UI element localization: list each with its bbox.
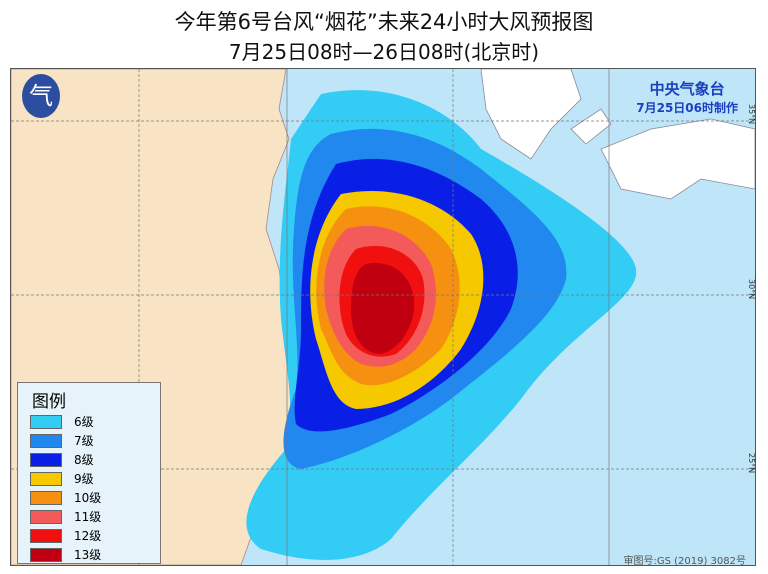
- map-approval-number: 审图号:GS (2019) 3082号: [623, 556, 746, 567]
- agency-name: 中央气象台: [649, 80, 725, 98]
- legend-item: 10级: [30, 488, 160, 507]
- legend-swatch: [30, 509, 62, 524]
- legend-label: 7级: [74, 434, 94, 448]
- legend-item: 13级: [30, 545, 160, 564]
- made-time: 7月25日06时制作: [636, 101, 738, 115]
- legend-swatch: [30, 547, 62, 562]
- legend-label: 13级: [74, 548, 102, 562]
- korea-japan-land: [480, 69, 755, 200]
- lat-label-30: 30°N: [747, 279, 756, 300]
- legend-swatch: [30, 471, 62, 486]
- legend-label: 6级: [74, 415, 94, 429]
- legend-item: 9级: [30, 469, 160, 488]
- legend-item: 8级: [30, 450, 160, 469]
- legend-item: 12级: [30, 526, 160, 545]
- legend-label: 10级: [74, 491, 102, 505]
- legend-swatch: [30, 433, 62, 448]
- legend-swatch: [30, 414, 62, 429]
- legend-swatch: [30, 490, 62, 505]
- map-title: 今年第6号台风“烟花”未来24小时大风预报图: [174, 10, 594, 34]
- graticule: [11, 69, 755, 565]
- legend-swatch: [30, 452, 62, 467]
- cma-logo: 气: [22, 74, 60, 118]
- legend-item: 7级: [30, 431, 160, 450]
- map-subtitle: 7月25日08时—26日08时(北京时): [228, 40, 540, 64]
- agency-label: 中央气象台 7月25日06时制作: [636, 78, 738, 116]
- legend-title: 图例: [32, 392, 66, 412]
- legend-label: 9级: [74, 472, 94, 486]
- lat-label-25: 25°N: [747, 453, 756, 474]
- wind-swaths: [246, 90, 637, 560]
- legend-swatch: [30, 528, 62, 543]
- legend: 图例 6级 7级 8级 9级 10级 11级 12级 13级: [17, 382, 161, 564]
- legend-item: 11级: [30, 507, 160, 526]
- lat-label-35: 35°N: [747, 104, 756, 125]
- legend-label: 8级: [74, 453, 94, 467]
- legend-item: 6级: [30, 412, 160, 431]
- legend-label: 11级: [74, 510, 102, 524]
- legend-label: 12级: [74, 529, 102, 543]
